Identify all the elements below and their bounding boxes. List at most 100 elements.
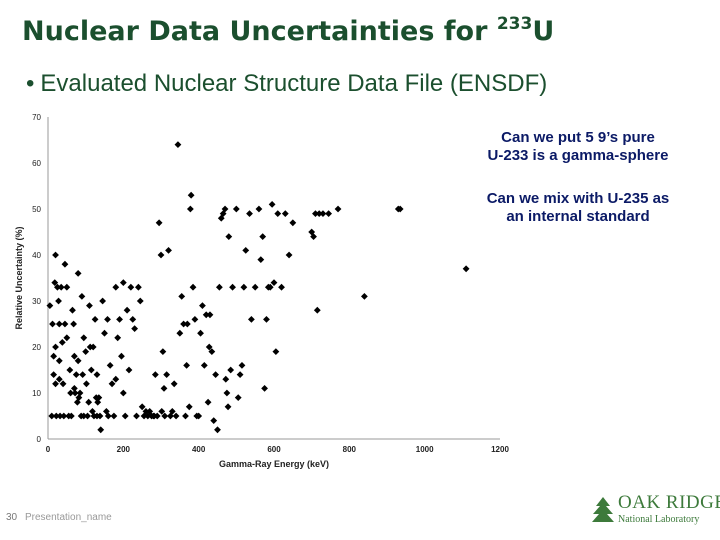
data-point bbox=[104, 412, 112, 420]
x-axis-title: Gamma-Ray Energy (keV) bbox=[219, 459, 329, 469]
data-point bbox=[210, 417, 218, 424]
note-line: an internal standard bbox=[506, 208, 650, 225]
data-point bbox=[462, 265, 470, 273]
data-point bbox=[242, 247, 250, 254]
data-point bbox=[214, 426, 221, 434]
data-point bbox=[67, 412, 75, 420]
data-point bbox=[200, 362, 208, 369]
data-point bbox=[396, 205, 404, 213]
data-point bbox=[361, 293, 368, 300]
data-point bbox=[182, 412, 189, 420]
data-point bbox=[165, 247, 172, 254]
y-axis-title: Relative Uncertainty (%) bbox=[14, 226, 24, 329]
data-point bbox=[281, 210, 289, 217]
data-point bbox=[131, 325, 139, 332]
data-point bbox=[158, 408, 166, 415]
logo-wordmark: OAK RIDGE bbox=[618, 492, 720, 513]
data-point bbox=[48, 412, 56, 420]
data-point bbox=[236, 371, 244, 378]
data-point bbox=[217, 214, 225, 222]
x-tick-label: 200 bbox=[117, 445, 131, 454]
slide-title-main: Nuclear Data Uncertainties for bbox=[22, 16, 497, 47]
data-point bbox=[223, 389, 231, 397]
data-point bbox=[94, 398, 102, 406]
y-tick-label: 10 bbox=[32, 389, 41, 398]
data-point bbox=[313, 306, 321, 314]
bullet-point: • Evaluated Nuclear Structure Data File (… bbox=[26, 70, 547, 98]
data-point bbox=[61, 320, 69, 328]
data-point bbox=[74, 270, 82, 277]
data-point bbox=[59, 380, 67, 388]
data-point bbox=[155, 219, 163, 227]
data-point bbox=[238, 362, 246, 369]
data-point bbox=[140, 412, 148, 420]
data-point bbox=[60, 412, 68, 420]
data-point bbox=[108, 380, 116, 388]
data-point bbox=[153, 412, 161, 420]
data-point bbox=[168, 408, 176, 415]
data-point bbox=[240, 283, 248, 291]
data-point bbox=[112, 283, 120, 291]
data-point bbox=[246, 210, 253, 217]
x-tick-label: 400 bbox=[192, 445, 206, 454]
data-point bbox=[186, 205, 194, 213]
data-point bbox=[334, 205, 342, 213]
data-point bbox=[183, 320, 191, 328]
data-point bbox=[225, 233, 233, 240]
data-point bbox=[49, 320, 56, 328]
data-point bbox=[144, 412, 152, 420]
data-point bbox=[63, 283, 71, 291]
data-point bbox=[69, 306, 76, 314]
data-point bbox=[185, 403, 193, 411]
data-point bbox=[310, 233, 317, 240]
data-point bbox=[54, 283, 61, 291]
data-point bbox=[70, 385, 78, 392]
x-tick-label: 800 bbox=[343, 445, 357, 454]
note-internal-standard: Can we mix with U-235 as an internal sta… bbox=[462, 190, 694, 226]
data-point bbox=[204, 398, 212, 406]
bullet-symbol: • bbox=[26, 70, 35, 97]
slide-title: Nuclear Data Uncertainties for 233U bbox=[22, 14, 554, 47]
data-point bbox=[229, 283, 236, 291]
data-point bbox=[227, 366, 235, 374]
note-gamma-sphere: Can we put 5 9’s pure U-233 is a gamma-s… bbox=[462, 129, 694, 165]
data-point bbox=[259, 233, 267, 240]
data-point bbox=[96, 412, 104, 420]
data-point bbox=[70, 320, 78, 328]
data-point bbox=[99, 297, 107, 305]
data-point bbox=[121, 412, 129, 420]
data-point bbox=[159, 348, 167, 355]
x-tick-label: 1200 bbox=[491, 445, 509, 454]
data-point bbox=[101, 329, 108, 337]
data-point bbox=[57, 283, 65, 291]
data-point bbox=[50, 352, 58, 360]
isotope-element: U bbox=[532, 16, 555, 47]
data-point bbox=[93, 371, 101, 378]
data-point bbox=[97, 426, 105, 434]
data-point bbox=[268, 201, 276, 208]
data-point bbox=[127, 283, 135, 291]
data-point bbox=[61, 260, 69, 268]
data-point bbox=[224, 403, 232, 411]
data-point bbox=[174, 141, 182, 148]
data-point bbox=[138, 403, 146, 411]
data-point bbox=[234, 394, 242, 401]
logo-subtitle: National Laboratory bbox=[618, 514, 700, 525]
data-point bbox=[212, 371, 220, 378]
data-point bbox=[85, 398, 93, 406]
data-point bbox=[66, 366, 74, 374]
data-point bbox=[289, 219, 297, 227]
data-point bbox=[70, 352, 78, 360]
note-line: Can we put 5 9’s pure bbox=[501, 129, 655, 146]
data-point bbox=[67, 389, 74, 397]
data-point bbox=[157, 251, 165, 259]
data-point bbox=[56, 412, 64, 420]
data-point bbox=[125, 366, 133, 374]
data-point bbox=[79, 371, 87, 378]
y-tick-label: 40 bbox=[32, 251, 41, 260]
data-point bbox=[129, 316, 137, 323]
data-point bbox=[51, 279, 59, 286]
data-point bbox=[86, 302, 93, 309]
data-point bbox=[270, 279, 278, 286]
data-point bbox=[118, 352, 125, 360]
